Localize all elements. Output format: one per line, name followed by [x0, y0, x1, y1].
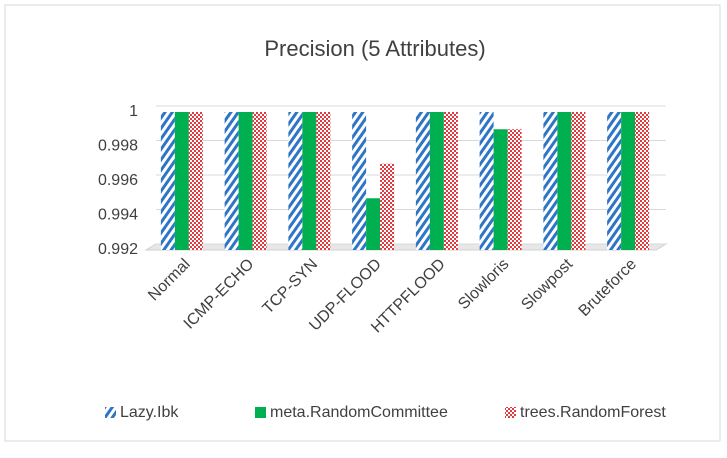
bar: [238, 112, 253, 250]
bar: [302, 112, 317, 250]
bar: [160, 112, 175, 250]
bar: [380, 163, 395, 250]
bar: [493, 129, 508, 250]
y-tick-label: 1: [129, 103, 138, 120]
legend-swatch: [105, 407, 116, 418]
bar: [174, 112, 189, 250]
bar: [443, 112, 458, 250]
chart-title: Precision (5 Attributes): [264, 36, 485, 61]
legend-label: meta.RandomCommittee: [270, 404, 448, 421]
y-tick-label: 0.998: [98, 138, 138, 155]
legend-label: trees.RandomForest: [520, 404, 666, 421]
y-tick-label: 0.996: [98, 172, 138, 189]
bar: [429, 112, 444, 250]
bar: [415, 112, 430, 250]
bar: [252, 112, 267, 250]
bar: [288, 112, 303, 250]
bar: [557, 112, 572, 250]
bar: [543, 112, 558, 250]
bar: [607, 112, 622, 250]
legend-swatch: [505, 407, 516, 418]
bar: [635, 112, 650, 250]
bar: [479, 112, 494, 250]
bar: [352, 112, 367, 250]
y-tick-label: 0.994: [98, 207, 138, 224]
y-tick-label: 0.992: [98, 241, 138, 258]
bar: [507, 129, 522, 250]
legend-swatch: [255, 407, 266, 418]
legend-label: Lazy.Ibk: [120, 404, 179, 421]
floor: [144, 243, 668, 251]
bar: [316, 112, 331, 250]
bar: [621, 112, 636, 250]
bar: [366, 198, 381, 250]
bar: [224, 112, 239, 250]
bar: [188, 112, 203, 250]
bar: [571, 112, 586, 250]
